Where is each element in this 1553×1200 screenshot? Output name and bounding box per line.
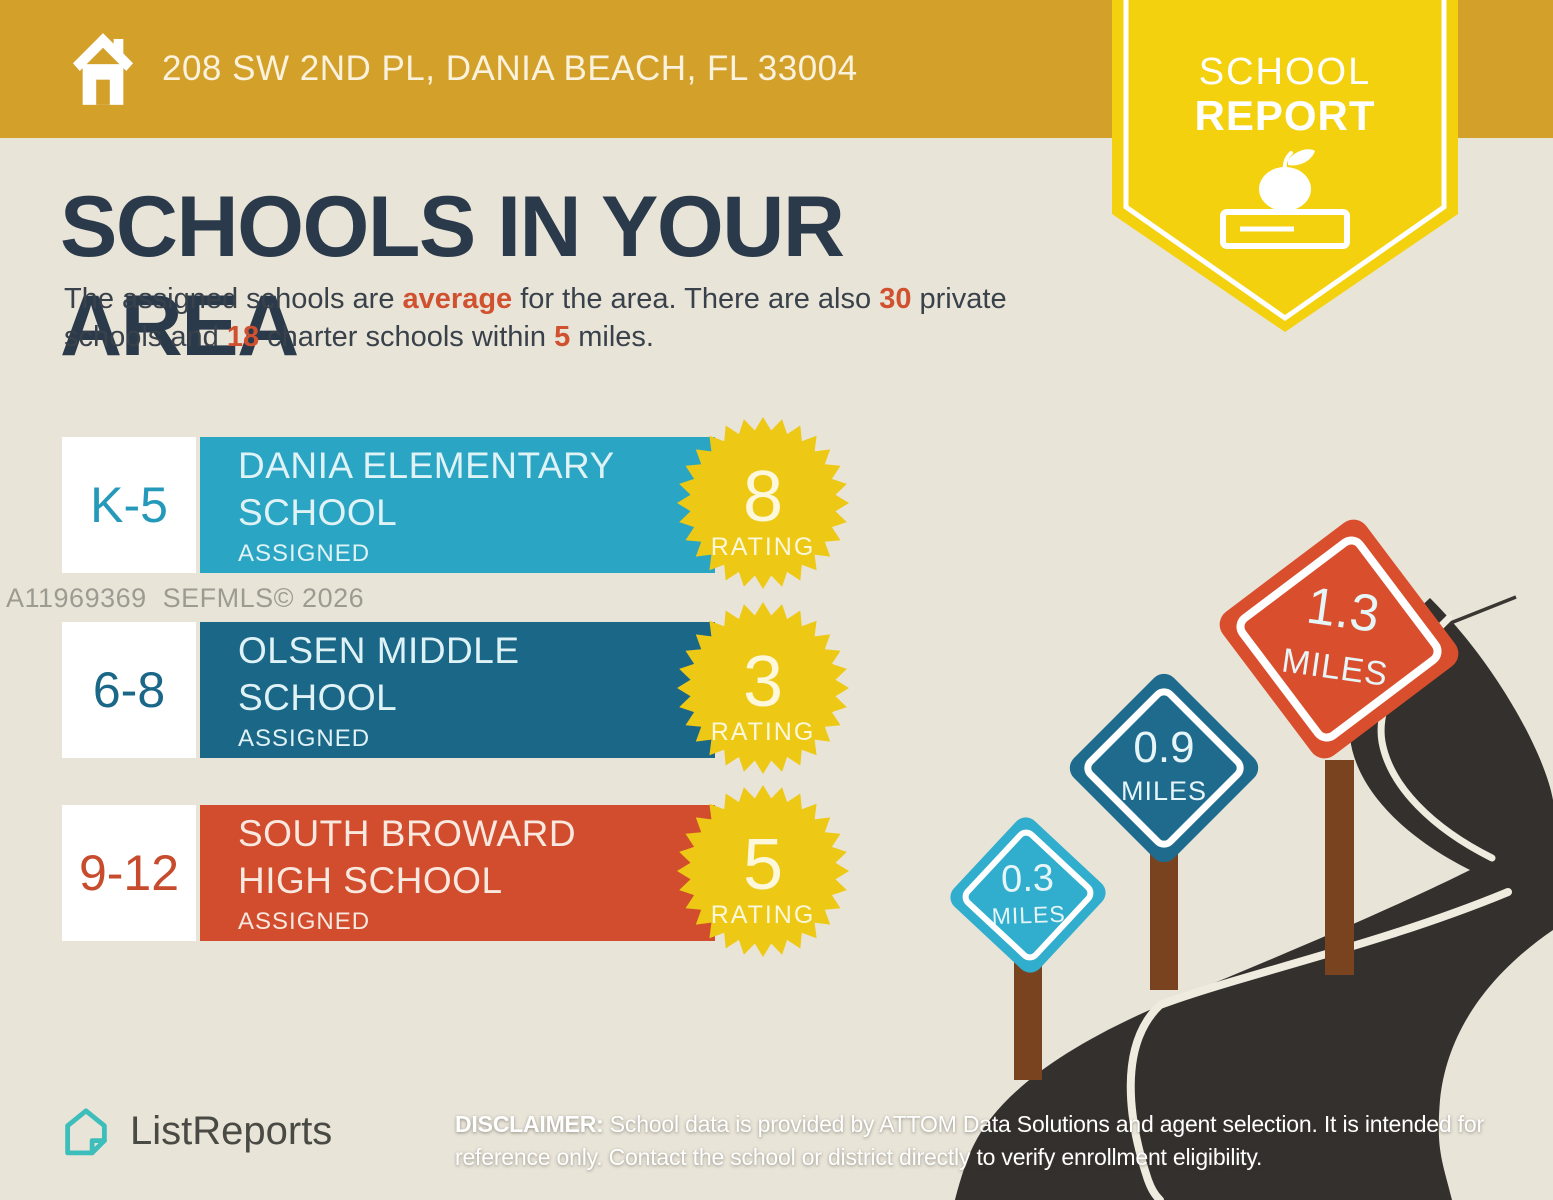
intro-num-charter: 18 — [226, 321, 260, 353]
rating-label: RATING — [711, 533, 816, 561]
ribbon-line2: REPORT — [1194, 92, 1375, 139]
rating-label: RATING — [711, 901, 816, 929]
distance-sign-middle: 0.9 MILES — [1069, 673, 1259, 863]
rating-value: 3 — [743, 642, 783, 722]
intro-quality: average — [402, 283, 513, 315]
school-bar: SOUTH BROWARD HIGH SCHOOL ASSIGNED — [200, 805, 715, 941]
school-bar: DANIA ELEMENTARY SCHOOL ASSIGNED — [200, 437, 715, 573]
disclaimer-text: DISCLAIMER: School data is provided by A… — [455, 1108, 1485, 1174]
intro-num-miles: 5 — [554, 321, 571, 353]
rating-badge-elementary: 8 RATING — [677, 417, 849, 589]
rating-label: RATING — [711, 718, 816, 746]
page-title: SCHOOLS IN YOUR AREA — [60, 179, 845, 374]
mls-watermark: A11969369 SEFMLS© 2026 — [6, 583, 365, 613]
listreports-house-icon — [65, 1108, 107, 1156]
school-name: DANIA ELEMENTARY SCHOOL — [238, 445, 615, 533]
distance-value: 0.3 — [1000, 857, 1054, 901]
starburst — [677, 417, 849, 589]
distance-value: 0.9 — [1133, 723, 1194, 772]
rating-value: 5 — [743, 825, 783, 905]
grade-range: 6-8 — [62, 622, 196, 758]
starburst — [677, 602, 849, 774]
listreports-logo: ListReports — [58, 1102, 332, 1160]
intro-mid1: for the area. There are also — [512, 283, 880, 315]
grade-range: 9-12 — [62, 805, 196, 941]
sign-post-middle — [1150, 850, 1178, 990]
rating-value: 8 — [743, 457, 783, 537]
ribbon-line1: SCHOOL — [1199, 51, 1371, 93]
road-line-lower — [1126, 888, 1512, 1200]
property-address: 208 SW 2ND PL, DANIA BEACH, FL 33004 — [162, 49, 858, 88]
assigned-label: ASSIGNED — [238, 725, 371, 752]
distance-unit: MILES — [991, 901, 1066, 930]
intro-mid2: private schools and — [64, 283, 1007, 353]
home-icon — [72, 33, 134, 105]
school-row-elementary: K-5 DANIA ELEMENTARY SCHOOL ASSIGNED — [62, 437, 715, 573]
intro-pre: The assigned schools are — [64, 283, 403, 315]
school-row-middle: 6-8 OLSEN MIDDLE SCHOOL ASSIGNED — [62, 622, 715, 758]
road-path — [951, 598, 1553, 1200]
grade-range: K-5 — [62, 437, 196, 573]
intro-post: miles. — [570, 321, 654, 353]
disclaimer-label: DISCLAIMER: — [455, 1111, 604, 1137]
distance-sign-high: 1.3 MILES — [1219, 519, 1459, 759]
school-name: SOUTH BROWARD HIGH SCHOOL — [238, 813, 577, 901]
road-horizon-line — [1447, 595, 1517, 626]
assigned-label: ASSIGNED — [238, 908, 371, 935]
school-row-high: 9-12 SOUTH BROWARD HIGH SCHOOL ASSIGNED — [62, 805, 715, 941]
rating-badge-middle: 3 RATING — [677, 602, 849, 774]
starburst — [677, 785, 849, 957]
school-bar: OLSEN MIDDLE SCHOOL ASSIGNED — [200, 622, 715, 758]
rating-badge-high: 5 RATING — [677, 785, 849, 957]
intro-num-private: 30 — [879, 283, 912, 315]
assigned-label: ASSIGNED — [238, 540, 371, 567]
school-report-ribbon: SCHOOL REPORT — [1112, 0, 1458, 332]
intro-mid3: charter schools within — [259, 321, 555, 353]
distance-sign-elementary: 0.3 MILES — [950, 817, 1106, 973]
disclaimer-body: School data is provided by ATTOM Data So… — [455, 1111, 1484, 1170]
sign-post-high — [1325, 760, 1354, 975]
intro-text: The assigned schools are average for the… — [64, 280, 1084, 356]
distance-unit: MILES — [1121, 776, 1207, 806]
apple-on-book-icon — [1220, 149, 1350, 249]
distance-value: 1.3 — [1303, 577, 1383, 644]
listreports-wordmark: ListReports — [130, 1108, 333, 1153]
school-name: OLSEN MIDDLE SCHOOL — [238, 630, 520, 718]
